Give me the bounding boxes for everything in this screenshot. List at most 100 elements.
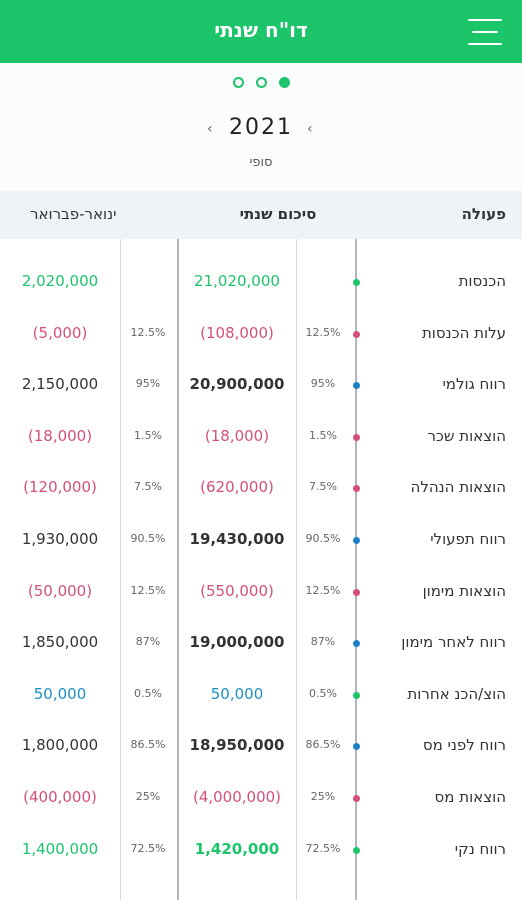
page-dot-3-active[interactable]: [278, 77, 290, 88]
period-value: (50,000): [27, 581, 93, 600]
period-percent: 1.5%: [134, 428, 162, 442]
table-row[interactable]: הוצאות שכר 1.5% (18,000) 1.5% (18,000): [0, 427, 522, 479]
table-row[interactable]: הוצ/הכנ אחרות 0.5% 50,000 0.5% 50,000: [0, 685, 522, 737]
table-row[interactable]: רווח לפני מס 86.5% 18,950,000 86.5% 1,800,00…: [0, 736, 522, 788]
period-value: 1,800,000: [21, 736, 99, 755]
table-header: פעולה סיכום שנתי ינואר-פברואר: [0, 191, 522, 239]
table-row[interactable]: הוצאות מימון 12.5% (550,000) 12.5% (50,000): [0, 582, 522, 634]
table-row[interactable]: הוצאות הנהלה 7.5% (620,000) 7.5% (120,000): [0, 478, 522, 530]
page-title: דו"ח שנתי: [214, 18, 308, 42]
period-percent: 90.5%: [130, 532, 166, 545]
annual-value: (550,000): [200, 581, 274, 600]
period-percent: 25%: [135, 790, 161, 803]
chevron-right-icon[interactable]: ‹: [307, 121, 313, 137]
period-value: 1,850,000: [21, 633, 99, 652]
annual-value: 19,430,000: [189, 530, 285, 548]
annual-value: 19,000,000: [189, 633, 285, 652]
row-indicator-dot: [353, 743, 360, 751]
period-percent: 12.5%: [130, 325, 166, 339]
period-value: 2,150,000: [21, 375, 99, 394]
period-selector: ‹ 2021 ‹ סופי: [0, 63, 522, 191]
annual-value: 50,000: [210, 684, 264, 703]
row-indicator-dot: [353, 382, 360, 390]
row-indicator-dot: [353, 485, 360, 493]
row-indicator-dot: [353, 640, 360, 648]
row-label: הוצאות מס: [434, 788, 506, 806]
row-label: רווח גולמי: [442, 375, 506, 394]
row-indicator-dot: [353, 588, 360, 596]
year-label: 2021: [229, 115, 293, 140]
table-row[interactable]: הכנסות 21,020,000 2,020,000: [0, 272, 522, 324]
row-indicator-dot: [353, 795, 360, 802]
annual-percent: 87%: [310, 635, 336, 649]
period-percent: 95%: [135, 377, 161, 391]
row-label: הוצאות מימון: [422, 581, 506, 600]
period-value: 2,020,000: [21, 272, 99, 290]
page-indicator: [0, 77, 522, 88]
annual-value: (4,000,000): [192, 788, 282, 806]
row-indicator-dot: [353, 330, 360, 338]
period-percent: 12.5%: [130, 583, 166, 597]
period-value: 1,400,000: [21, 839, 99, 858]
row-indicator-dot: [353, 537, 360, 544]
period-value: (5,000): [32, 323, 88, 342]
row-indicator-dot: [353, 691, 360, 699]
hamburger-menu-icon[interactable]: [468, 19, 502, 45]
chevron-left-icon[interactable]: ‹: [207, 121, 213, 137]
annual-percent: 72.5%: [305, 841, 341, 855]
row-indicator-dot: [353, 279, 360, 286]
divider-annual: [177, 239, 179, 900]
period-value: 1,930,000: [21, 530, 99, 548]
report-table: הכנסות 21,020,000 2,020,000 עלות הכנסות 12.5…: [0, 239, 522, 900]
row-label: הכנסות: [458, 272, 506, 290]
page-dot-2[interactable]: [255, 77, 267, 88]
period-percent: 87%: [135, 635, 161, 649]
divider-pct2: [120, 239, 121, 900]
period-percent: 7.5%: [134, 480, 162, 494]
row-label: הוצאות שכר: [427, 426, 506, 445]
divider-pct1: [296, 239, 297, 900]
period-value: 50,000: [33, 684, 87, 703]
table-row[interactable]: הוצאות מס 25% (4,000,000) 25% (400,000): [0, 788, 522, 840]
row-label: עלות הכנסות: [421, 323, 506, 342]
row-label: הוצאות הנהלה: [410, 478, 506, 497]
period-value: (18,000): [27, 426, 93, 445]
annual-percent: 12.5%: [305, 583, 341, 597]
row-label: רווח תפעולי: [430, 530, 506, 548]
period-percent: 86.5%: [130, 738, 166, 752]
annual-percent: 95%: [310, 377, 336, 391]
annual-value: 1,420,000: [194, 839, 280, 858]
year-row: ‹ 2021 ‹: [0, 115, 522, 140]
column-period[interactable]: ינואר-פברואר: [30, 205, 117, 223]
row-label: רווח לאחר מימון: [401, 633, 506, 652]
annual-value: (108,000): [200, 323, 274, 342]
period-percent: 72.5%: [130, 841, 166, 855]
page-dot-1[interactable]: [232, 77, 244, 88]
period-percent: 0.5%: [134, 686, 162, 700]
row-indicator-dot: [353, 433, 360, 441]
annual-value: (18,000): [204, 426, 270, 445]
annual-percent: 25%: [310, 790, 336, 803]
annual-percent: 86.5%: [305, 738, 341, 752]
annual-percent: 7.5%: [309, 480, 337, 494]
annual-percent: 1.5%: [309, 428, 337, 442]
table-row[interactable]: עלות הכנסות 12.5% (108,000) 12.5% (5,000): [0, 324, 522, 376]
annual-value: 21,020,000: [194, 272, 280, 290]
annual-percent: 90.5%: [305, 532, 341, 545]
table-row[interactable]: רווח גולמי 95% 20,900,000 95% 2,150,000: [0, 375, 522, 427]
period-value: (120,000): [23, 478, 97, 497]
table-row[interactable]: רווח נקי 72.5% 1,420,000 72.5% 1,400,000: [0, 840, 522, 892]
table-row[interactable]: רווח לאחר מימון 87% 19,000,000 87% 1,850,000: [0, 633, 522, 685]
annual-percent: 0.5%: [309, 686, 337, 700]
row-label: הוצ/הכנ אחרות: [407, 684, 506, 703]
period-value: (400,000): [23, 788, 97, 806]
table-row[interactable]: רווח תפעולי 90.5% 19,430,000 90.5% 1,930,000: [0, 530, 522, 582]
app-header: דו"ח שנתי: [0, 0, 522, 63]
column-action: פעולה: [461, 205, 506, 223]
row-label: רווח לפני מס: [422, 736, 506, 755]
divider-action: [355, 239, 357, 900]
annual-value: 18,950,000: [189, 736, 285, 755]
row-label: רווח נקי: [454, 839, 506, 858]
annual-value: (620,000): [200, 478, 274, 497]
annual-percent: 12.5%: [305, 325, 341, 339]
